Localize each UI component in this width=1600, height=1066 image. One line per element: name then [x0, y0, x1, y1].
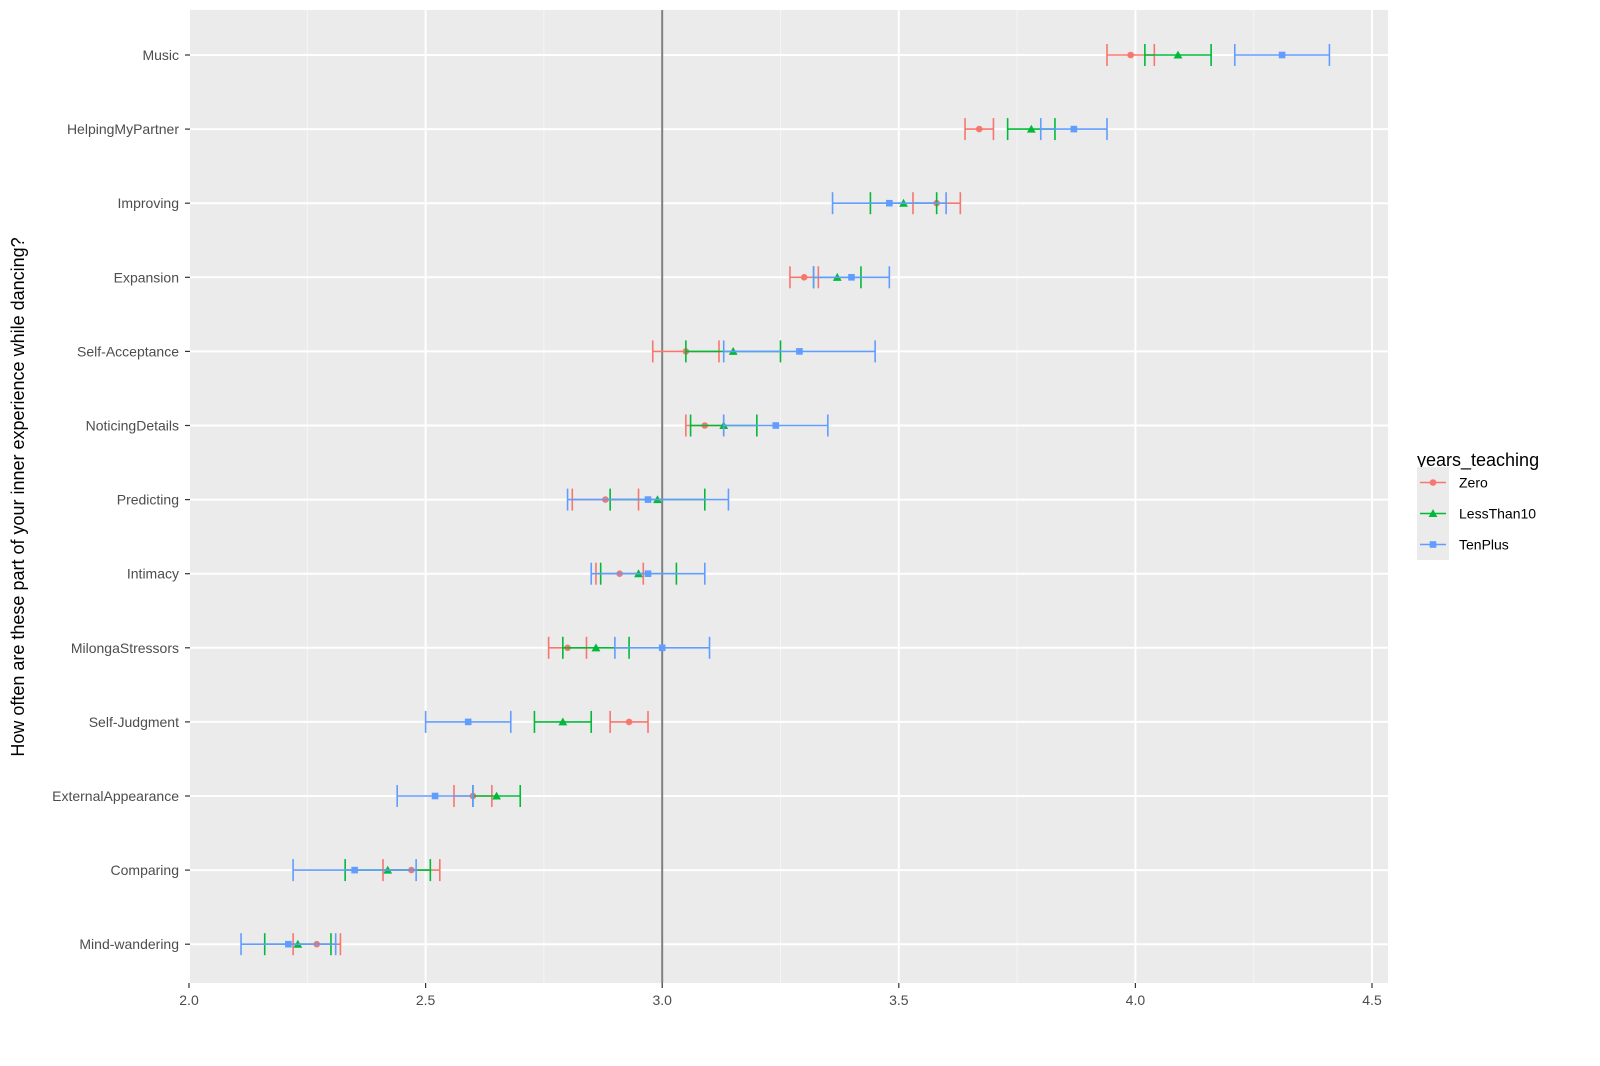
point-marker — [644, 496, 652, 503]
grid-minor — [306, 10, 1255, 983]
point-marker — [1278, 51, 1286, 59]
point-marker — [1429, 541, 1437, 548]
point-marker — [1127, 51, 1134, 59]
y-tick-label: NoticingDetails — [86, 418, 179, 434]
x-tick-label: 2.5 — [416, 992, 436, 1008]
y-tick-label: Mind-wandering — [79, 936, 179, 952]
legend-label: TenPlus — [1459, 537, 1509, 553]
x-tick-label: 3.5 — [889, 992, 909, 1008]
point-marker — [464, 718, 472, 726]
y-tick-label: Self-Acceptance — [77, 343, 179, 359]
legend: years_teaching Zero LessThan10 TenPlus — [1417, 450, 1539, 560]
point-marker — [1026, 124, 1036, 133]
y-tick-label: Music — [142, 47, 179, 63]
legend-label: Zero — [1459, 475, 1488, 491]
point-marker — [558, 717, 568, 726]
x-tick-label: 2.0 — [179, 992, 199, 1008]
x-tick-label: 4.5 — [1362, 992, 1382, 1008]
point-marker — [800, 274, 808, 281]
y-tick-label: Expansion — [114, 269, 179, 285]
point-marker — [975, 125, 983, 133]
x-tick-label: 3.0 — [652, 992, 672, 1008]
point-marker — [848, 274, 855, 281]
legend-title: years_teaching — [1417, 450, 1539, 471]
y-tick-label: Improving — [118, 195, 179, 211]
point-marker — [886, 199, 893, 207]
point-marker — [644, 570, 652, 577]
y-tick-label: ExternalAppearance — [52, 788, 179, 804]
series-TenPlus — [240, 44, 1331, 956]
y-tick-label: Self-Judgment — [89, 714, 179, 730]
point-marker — [431, 792, 439, 800]
x-tick-label: 4.0 — [1126, 992, 1146, 1008]
y-tick-label: HelpingMyPartner — [67, 121, 179, 137]
y-tick-label: Predicting — [117, 492, 179, 508]
y-axis-title: How often are these part of your inner e… — [8, 237, 28, 756]
y-tick-label: Comparing — [111, 862, 179, 878]
series-layer — [240, 44, 1331, 956]
grid-major — [188, 10, 1388, 983]
y-tick-label: MilongaStressors — [71, 640, 179, 656]
point-marker — [796, 348, 803, 355]
point-marker — [1428, 509, 1438, 518]
point-marker — [1429, 479, 1437, 486]
point-marker — [1173, 50, 1183, 59]
point-marker — [625, 718, 633, 726]
legend-label: LessThan10 — [1459, 506, 1536, 522]
y-axis: Music HelpingMyPartner Improving Expansion S… — [52, 47, 190, 952]
point-marker — [658, 644, 666, 652]
point-marker — [351, 866, 358, 874]
y-tick-label: Intimacy — [127, 566, 179, 582]
plot-background — [190, 10, 1388, 983]
point-marker — [772, 422, 780, 429]
x-axis: 2.0 2.5 3.0 3.5 4.0 4.5 — [179, 983, 1382, 1008]
point-marker — [492, 791, 501, 800]
point-marker — [591, 643, 601, 652]
point-marker — [1070, 125, 1078, 133]
point-marker — [285, 940, 292, 948]
